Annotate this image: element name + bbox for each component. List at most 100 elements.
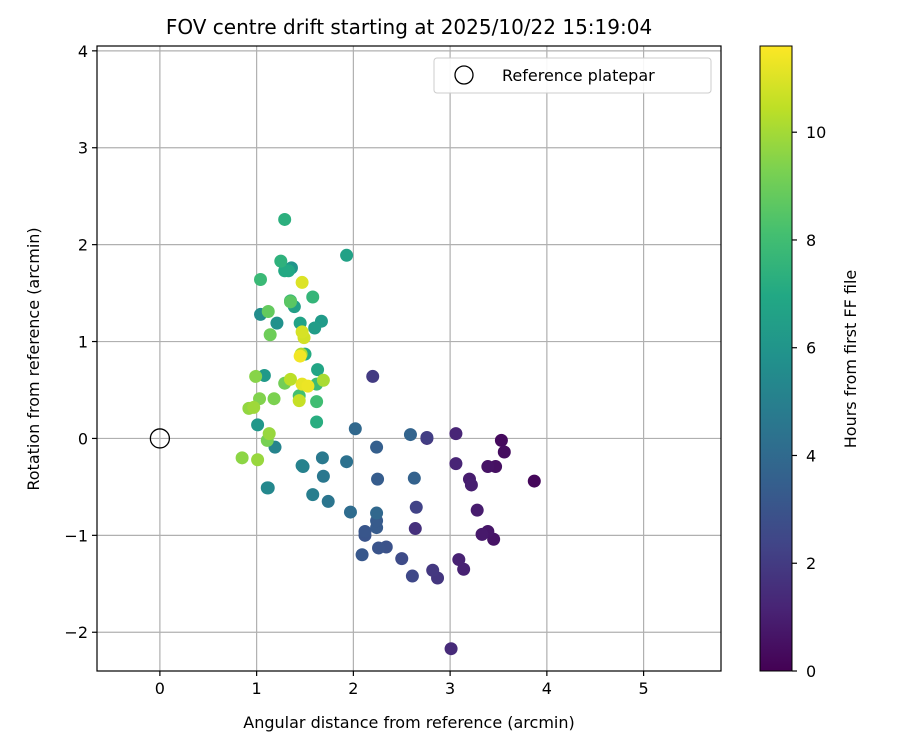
data-point [405, 569, 419, 583]
colorbar-tick-label: 10 [806, 123, 826, 142]
colorbar-tick-label: 0 [806, 662, 816, 681]
data-point [260, 481, 274, 495]
data-point [283, 295, 297, 309]
x-axis-label: Angular distance from reference (arcmin) [243, 713, 574, 732]
data-point [449, 457, 463, 471]
data-point [372, 541, 386, 555]
legend-box [433, 57, 712, 94]
reference-marker-group [149, 428, 171, 449]
legend: Reference platepar [433, 57, 712, 94]
y-tick-label: 4 [78, 42, 88, 61]
data-point [420, 430, 434, 444]
data-points [235, 212, 541, 656]
data-point [306, 290, 320, 304]
data-point [481, 460, 495, 474]
y-tick-label: 3 [78, 139, 88, 158]
data-point [295, 459, 309, 473]
data-point [263, 328, 277, 342]
x-tick-label: 3 [445, 679, 455, 698]
data-point [457, 562, 471, 576]
data-point [295, 325, 309, 339]
data-point [348, 422, 362, 436]
x-tick-label: 2 [348, 679, 358, 698]
x-tick-label: 0 [155, 679, 165, 698]
data-point [444, 642, 458, 656]
data-point [249, 369, 263, 383]
data-point [310, 395, 324, 409]
data-point [311, 363, 325, 377]
data-point [370, 440, 384, 454]
colorbar-gradient [759, 45, 793, 672]
data-point [270, 316, 284, 330]
x-tick-label: 5 [639, 679, 649, 698]
data-point [366, 369, 380, 383]
y-axis-ticks: −2 −1 0 1 2 3 4 [64, 42, 97, 642]
colorbar-tick-label: 2 [806, 554, 816, 573]
x-tick-label: 4 [542, 679, 552, 698]
data-point [262, 427, 276, 441]
data-point [306, 488, 320, 502]
y-tick-label: 2 [78, 236, 88, 255]
data-point [301, 379, 315, 393]
data-point [283, 372, 297, 386]
data-point [494, 433, 508, 447]
data-point [409, 500, 423, 514]
y-axis-label: Rotation from reference (arcmin) [24, 227, 43, 490]
colorbar-label: Hours from first FF file [841, 270, 860, 449]
data-point [343, 505, 357, 519]
data-point [267, 392, 281, 406]
data-point [449, 427, 463, 441]
legend-reference-marker [454, 65, 474, 85]
data-point [315, 451, 329, 465]
data-point [407, 471, 421, 485]
data-point [452, 553, 466, 567]
data-point [274, 254, 288, 268]
data-point [293, 349, 307, 363]
colorbar: 0 2 4 6 8 10 Hours from first FF file [759, 45, 860, 681]
data-point [355, 548, 369, 562]
data-point [321, 494, 335, 508]
data-point [340, 248, 354, 262]
colorbar-tick-label: 8 [806, 231, 816, 250]
plot-area: 0 1 2 3 4 5 −2 −1 0 1 2 3 4 [64, 42, 722, 698]
data-point [464, 478, 478, 492]
data-point [278, 212, 292, 226]
legend-entry-reference: Reference platepar [502, 66, 655, 85]
data-point [235, 451, 249, 465]
data-point [292, 394, 306, 408]
data-point [308, 321, 322, 335]
data-point [251, 418, 265, 432]
plot-frame [96, 45, 722, 672]
data-point [527, 474, 541, 488]
y-tick-label: 1 [78, 333, 88, 352]
data-point [310, 415, 324, 429]
x-axis-ticks: 0 1 2 3 4 5 [155, 671, 649, 698]
data-point [247, 400, 261, 414]
data-point [475, 527, 489, 541]
data-point [340, 455, 354, 469]
y-tick-label: 0 [78, 429, 88, 448]
data-point [370, 506, 384, 520]
data-point [358, 524, 372, 538]
colorbar-ticks: 0 2 4 6 8 10 [792, 123, 826, 681]
data-point [470, 503, 484, 517]
data-point [251, 453, 265, 467]
data-point [408, 522, 422, 536]
y-tick-label: −1 [64, 526, 88, 545]
colorbar-tick-label: 4 [806, 446, 816, 465]
grid [97, 46, 721, 671]
data-point [497, 445, 511, 459]
y-tick-label: −2 [64, 623, 88, 642]
colorbar-tick-label: 6 [806, 339, 816, 358]
reference-platepar-marker [149, 428, 171, 449]
x-tick-label: 1 [252, 679, 262, 698]
data-point [316, 373, 330, 387]
data-point [316, 469, 330, 483]
data-point [295, 275, 309, 289]
chart-title: FOV centre drift starting at 2025/10/22 … [166, 15, 652, 39]
data-point [403, 428, 417, 442]
data-point [371, 472, 385, 486]
data-point [261, 305, 275, 319]
data-point [395, 552, 409, 566]
